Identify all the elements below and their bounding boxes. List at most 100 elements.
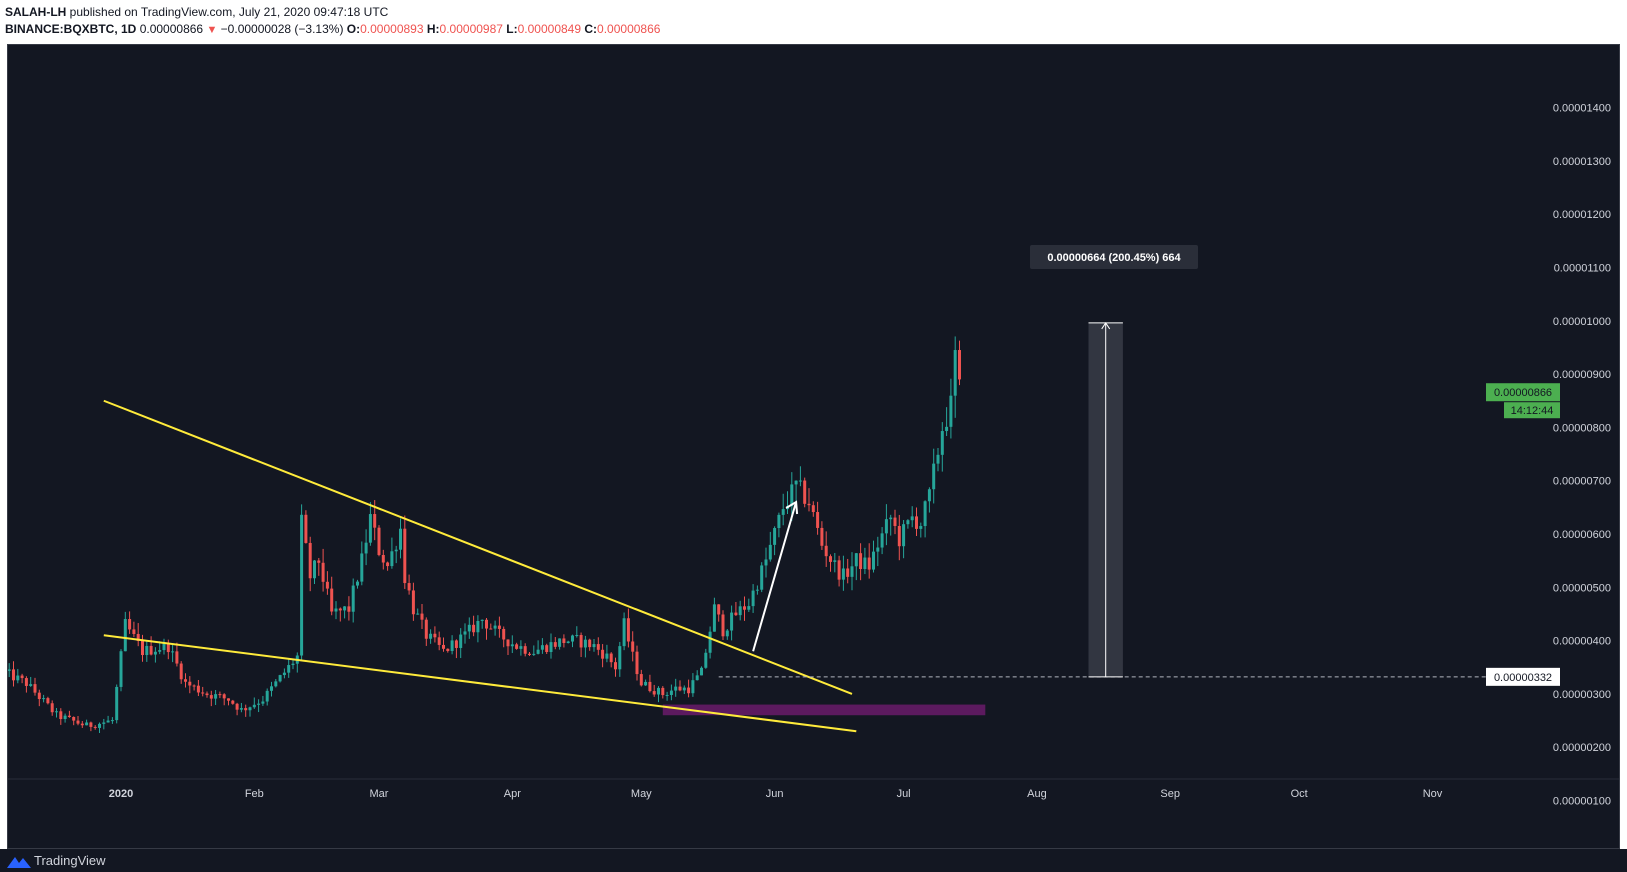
candle-body (837, 560, 841, 580)
price-axis[interactable]: 0.00001400 0.00001300 0.00001200 0.00001100… (1553, 103, 1611, 808)
candle-body (317, 560, 321, 563)
price-tick-label: 0.00000500 (1553, 582, 1611, 594)
candle-body (334, 608, 338, 612)
candle-body (773, 528, 777, 545)
candle-body (678, 686, 682, 691)
candle-body (751, 590, 755, 607)
candle-body (747, 606, 751, 610)
candle-body (179, 663, 183, 680)
candle-body (760, 565, 764, 590)
candle-body (592, 644, 596, 648)
candle-body (450, 640, 454, 652)
candle-body (850, 566, 854, 577)
lower-trendline (103, 634, 857, 733)
candle-body (188, 681, 192, 686)
candle-body (407, 583, 411, 591)
candle-body (734, 612, 738, 616)
candle-body (497, 625, 501, 629)
symbol-label[interactable]: BINANCE:BQXBTC, 1D (5, 22, 137, 36)
candle-body (420, 613, 424, 620)
candle-body (166, 643, 170, 653)
candle-body (231, 700, 235, 704)
brand-name[interactable]: TradingView (34, 853, 106, 868)
candle-body (622, 618, 626, 647)
time-axis[interactable]: 2020 Feb Mar Apr May Jun Jul Aug Sep Oct Nov (109, 788, 1443, 800)
price-tick-label: 0.00000900 (1553, 369, 1611, 381)
candle-body (708, 631, 712, 653)
down-triangle-icon: ▼ (206, 24, 218, 36)
candle-body (321, 562, 325, 582)
candle-body (876, 547, 880, 552)
tradingview-logo-icon[interactable] (6, 853, 32, 869)
candle-body (257, 703, 261, 705)
candle-body (72, 717, 76, 721)
candle-body (545, 645, 549, 653)
time-tick-label: Feb (245, 788, 264, 800)
candle-body (50, 703, 54, 713)
candle-body (867, 557, 871, 570)
candle-body (631, 641, 635, 652)
measure-label: 0.00000664 (200.45%) 664 (1047, 252, 1181, 264)
price-tick-label: 0.00001000 (1553, 316, 1611, 328)
candle-body (902, 524, 906, 547)
price-tick-label: 0.00001400 (1553, 103, 1611, 115)
candle-body (89, 722, 93, 727)
candle-body (755, 589, 759, 591)
open-label: O: (346, 22, 361, 36)
last-price-badge (1486, 383, 1560, 402)
high-value: 0.00000987 (439, 22, 503, 36)
candle-body (364, 542, 368, 554)
chart-frame[interactable]: 0.00000664 (200.45%) 664 0.00001400 0.000… (7, 44, 1620, 849)
candle-body (42, 698, 46, 700)
candle-body (16, 675, 20, 681)
candle-body (244, 708, 248, 711)
candle-body (8, 669, 11, 671)
candle-body (936, 454, 940, 464)
author-name[interactable]: SALAH-LH (5, 5, 67, 19)
candle-body (330, 588, 334, 612)
candle-body (575, 635, 579, 637)
candle-body (601, 649, 605, 659)
candle-body (291, 663, 295, 666)
candle-body (790, 484, 794, 507)
time-tick-label: 2020 (109, 788, 133, 800)
price-tick-label: 0.00000800 (1553, 422, 1611, 434)
candle-body (872, 551, 875, 570)
price-tick-label: 0.00000100 (1553, 796, 1611, 808)
candle-body (923, 501, 927, 527)
countdown-badge (1504, 402, 1560, 419)
candle-body (300, 514, 304, 656)
candle-body (261, 701, 265, 704)
up-arrow-line (752, 501, 798, 652)
price-tick-label: 0.00000600 (1553, 529, 1611, 541)
candle-body (863, 557, 867, 570)
candle-body (768, 544, 772, 560)
candle-body (639, 674, 643, 686)
candle-body (721, 614, 725, 637)
candle-body (553, 642, 557, 647)
measure-label-box (1030, 245, 1198, 269)
candles-group (8, 336, 961, 734)
candle-body (743, 606, 746, 610)
candle-body (596, 644, 600, 650)
candle-body (558, 638, 562, 647)
candle-body (523, 646, 527, 654)
candle-body (196, 685, 200, 693)
support-zone (662, 704, 986, 716)
candle-body (700, 667, 703, 676)
candle-body (132, 629, 136, 634)
time-tick-label: May (631, 788, 652, 800)
candle-body (141, 640, 144, 656)
price-chart[interactable]: 0.00000664 (200.45%) 664 0.000014000.000… (8, 45, 1619, 848)
candle-body (889, 517, 893, 520)
candle-body (476, 620, 480, 633)
candle-body (235, 703, 239, 710)
candle-body (674, 686, 678, 691)
candle-body (347, 606, 351, 612)
candle-body (536, 649, 540, 654)
candle-body (661, 687, 665, 696)
candle-body (46, 698, 50, 704)
candle-body (287, 665, 291, 673)
candle-body (304, 514, 308, 543)
candle-body (55, 711, 58, 713)
